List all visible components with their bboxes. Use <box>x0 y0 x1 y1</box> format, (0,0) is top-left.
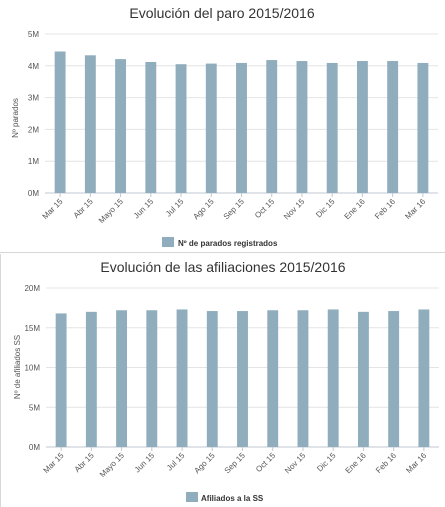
x-tick-label: Mar 16 <box>403 197 427 221</box>
x-tick-label: Sep 15 <box>223 451 248 476</box>
x-tick-label: Mar 15 <box>42 451 66 475</box>
x-tick-label: Sep 15 <box>222 197 247 222</box>
bar[interactable] <box>296 61 308 193</box>
bar[interactable] <box>115 59 127 193</box>
y-tick-label: 0M <box>28 189 39 198</box>
bar[interactable] <box>145 61 157 193</box>
bar[interactable] <box>418 309 430 447</box>
y-tick-label: 0M <box>29 443 40 452</box>
chart-afiliaciones-svg: Evolución de las afiliaciones 2015/2016 … <box>13 259 439 503</box>
y-tick-label: 4M <box>28 62 39 71</box>
y-tick-label: 1M <box>28 157 39 166</box>
chart-paro: Evolución del paro 2015/2016 Nº parados … <box>0 0 445 253</box>
bar[interactable] <box>84 55 96 193</box>
x-tick-label: Ago 15 <box>192 451 217 476</box>
bar[interactable] <box>356 61 368 193</box>
chart-afiliaciones: Evolución de las afiliaciones 2015/2016 … <box>0 254 445 507</box>
bar[interactable] <box>175 64 187 194</box>
x-tick-label: Feb 16 <box>374 451 398 475</box>
bar[interactable] <box>266 60 278 193</box>
x-tick-label: Jul 15 <box>165 451 187 473</box>
bar[interactable] <box>326 62 338 193</box>
chart-title: Evolución de las afiliaciones 2015/2016 <box>100 259 345 275</box>
x-tick-label: Ago 15 <box>191 197 216 222</box>
bar[interactable] <box>237 311 248 447</box>
x-tick-label: Jun 15 <box>132 197 156 221</box>
bar[interactable] <box>417 62 429 193</box>
y-tick-label: 15M <box>24 324 40 333</box>
bar[interactable] <box>357 311 369 447</box>
x-tick-label: Mar 16 <box>404 451 428 475</box>
chart-title: Evolución del paro 2015/2016 <box>129 5 314 21</box>
y-axis-label: Nº parados <box>11 98 20 138</box>
x-tick-label: Dic 15 <box>315 451 338 474</box>
x-tick-label: Oct 15 <box>254 451 277 474</box>
bar[interactable] <box>55 313 67 447</box>
legend-label: Nº de parados registrados <box>178 239 278 248</box>
bar[interactable] <box>116 310 128 447</box>
x-tick-label: Nov 15 <box>283 451 308 476</box>
chart-paro-svg: Evolución del paro 2015/2016 Nº parados … <box>11 5 438 248</box>
x-tick-label: Mayo 15 <box>97 197 125 225</box>
x-tick-label: Abr 15 <box>72 197 95 220</box>
y-tick-label: 2M <box>28 125 39 134</box>
x-tick-label: Abr 15 <box>73 451 96 474</box>
bar[interactable] <box>387 61 399 193</box>
bar[interactable] <box>267 310 279 447</box>
bar[interactable] <box>176 309 188 447</box>
y-tick-label: 5M <box>29 403 40 412</box>
legend-swatch <box>186 492 198 502</box>
y-tick-label: 5M <box>28 30 39 39</box>
x-tick-label: Ene 16 <box>343 197 368 222</box>
bar[interactable] <box>206 311 218 447</box>
bar[interactable] <box>205 63 217 193</box>
panel-divider <box>0 252 445 253</box>
legend-label: Afiliados a la SS <box>201 494 264 503</box>
x-tick-label: Jun 15 <box>133 451 157 475</box>
bar[interactable] <box>388 311 400 447</box>
legend-swatch <box>162 237 174 247</box>
x-tick-label: Oct 15 <box>253 197 276 220</box>
bar[interactable] <box>327 309 339 447</box>
x-tick-label: Nov 15 <box>282 197 307 222</box>
y-tick-label: 20M <box>24 284 40 293</box>
x-tick-label: Feb 16 <box>373 197 397 221</box>
y-tick-label: 10M <box>24 364 40 373</box>
legend[interactable]: Afiliados a la SS <box>186 492 264 503</box>
bar[interactable] <box>297 310 309 447</box>
y-tick-label: 3M <box>28 94 39 103</box>
x-tick-label: Mar 15 <box>41 197 65 221</box>
x-tick-label: Jul 15 <box>164 197 186 219</box>
x-tick-label: Dic 15 <box>314 197 337 220</box>
x-tick-label: Mayo 15 <box>98 451 126 479</box>
bar[interactable] <box>236 62 247 193</box>
y-axis-label: Nº de afiliados SS <box>13 335 22 399</box>
x-tick-label: Ene 16 <box>344 451 369 476</box>
bar[interactable] <box>54 51 66 193</box>
bar[interactable] <box>146 310 158 447</box>
bar[interactable] <box>85 311 97 447</box>
legend[interactable]: Nº de parados registrados <box>162 237 278 248</box>
